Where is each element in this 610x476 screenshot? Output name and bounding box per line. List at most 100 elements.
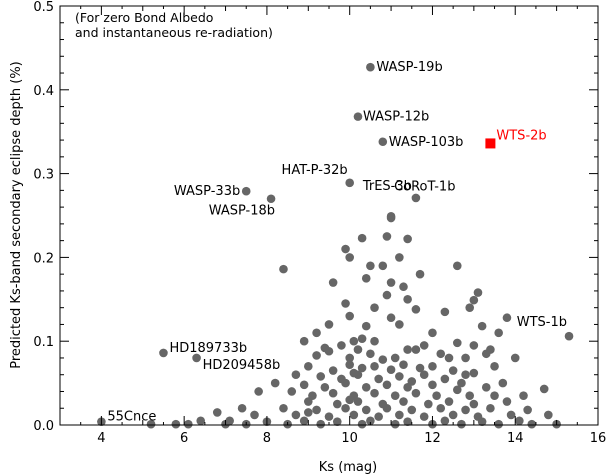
data-point	[386, 278, 396, 287]
data-point	[279, 264, 288, 274]
x-tick-label: 12	[424, 431, 441, 446]
data-point	[444, 397, 454, 406]
data-point	[357, 233, 367, 243]
data-point	[299, 416, 309, 426]
data-point	[419, 370, 429, 380]
data-point	[382, 380, 392, 390]
data-point	[316, 372, 326, 381]
data-point	[304, 408, 313, 417]
data-point	[419, 412, 429, 421]
data-point	[390, 391, 400, 400]
data-point	[419, 341, 429, 350]
data-point	[353, 397, 363, 406]
data-point	[324, 412, 334, 421]
data-point	[411, 388, 421, 398]
data-point	[395, 372, 404, 381]
data-point	[370, 303, 379, 312]
data-point	[461, 405, 470, 415]
labeled-point	[564, 331, 574, 341]
data-point	[457, 419, 466, 429]
data-point	[494, 328, 503, 338]
data-point	[403, 345, 412, 354]
data-point	[382, 403, 392, 413]
data-point	[428, 380, 437, 390]
labeled-point	[192, 353, 201, 363]
data-point	[349, 336, 359, 346]
labeled-point	[386, 212, 396, 221]
point-label: WASP-19b	[376, 60, 442, 75]
data-point	[403, 234, 412, 244]
data-point	[320, 343, 330, 353]
data-point	[250, 410, 259, 420]
data-point	[341, 299, 350, 308]
data-point	[345, 311, 354, 321]
data-point	[440, 374, 450, 384]
data-point	[523, 405, 532, 415]
data-point	[349, 368, 359, 378]
x-tick-label: 4	[97, 431, 105, 446]
data-point	[171, 419, 181, 429]
annotation-line-1: (For zero Bond Albedo	[75, 10, 213, 25]
point-label: 55Cnce	[107, 410, 156, 425]
data-point	[407, 405, 417, 415]
labeled-point	[411, 193, 421, 203]
data-point	[494, 419, 503, 429]
data-point	[436, 403, 446, 413]
data-point	[502, 397, 512, 406]
data-point	[544, 410, 553, 420]
highlight-label: WTS-2b	[496, 128, 546, 143]
data-point	[477, 417, 487, 426]
data-point	[366, 261, 375, 271]
y-axis-label: Predicted Ks-band secondary eclipse dept…	[9, 61, 24, 368]
data-point	[254, 387, 263, 396]
data-point	[465, 303, 475, 312]
data-point	[469, 295, 479, 305]
data-point	[428, 328, 437, 338]
data-point	[378, 261, 388, 271]
x-tick-label: 6	[180, 431, 188, 446]
labeled-point	[241, 186, 251, 196]
data-point	[469, 368, 479, 378]
data-point	[461, 370, 470, 380]
data-point	[465, 391, 475, 400]
data-point	[452, 261, 462, 271]
data-point	[299, 380, 309, 390]
data-point	[399, 360, 408, 369]
data-point	[390, 419, 400, 429]
data-point	[399, 282, 408, 292]
labeled-point	[266, 194, 276, 204]
data-point	[349, 410, 359, 420]
point-label: WASP-33b	[174, 184, 240, 199]
data-point	[382, 290, 392, 300]
data-point	[324, 320, 334, 329]
data-point	[407, 377, 417, 386]
data-point	[337, 341, 346, 350]
data-point	[332, 399, 342, 409]
data-point	[366, 349, 375, 359]
plot-border	[59, 5, 599, 426]
data-point	[424, 399, 433, 409]
data-point	[146, 419, 156, 429]
data-point	[304, 362, 313, 371]
data-point	[357, 334, 367, 343]
data-point	[345, 253, 354, 262]
data-point	[341, 378, 350, 388]
axis-ticks: 4 6 8 10 12 14 16 0.0 0.1 0.2 0.3 0.4 0.5	[33, 0, 606, 446]
data-point	[299, 336, 309, 346]
data-point	[390, 353, 400, 363]
point-label: WASP-18b	[209, 204, 275, 219]
data-point	[386, 365, 396, 374]
data-point	[361, 274, 371, 283]
data-points	[97, 62, 574, 429]
point-labels: WASP-19b WASP-12b WASP-103b HAT-P-32b WASP-3…	[107, 60, 567, 424]
data-point	[312, 328, 321, 338]
x-axis-label: Ks (mag)	[319, 460, 377, 475]
data-point	[353, 345, 363, 354]
data-point	[341, 244, 350, 254]
data-point	[378, 355, 388, 364]
data-point	[395, 410, 404, 420]
data-point	[486, 345, 495, 354]
data-point	[452, 338, 462, 348]
data-point	[411, 345, 421, 354]
